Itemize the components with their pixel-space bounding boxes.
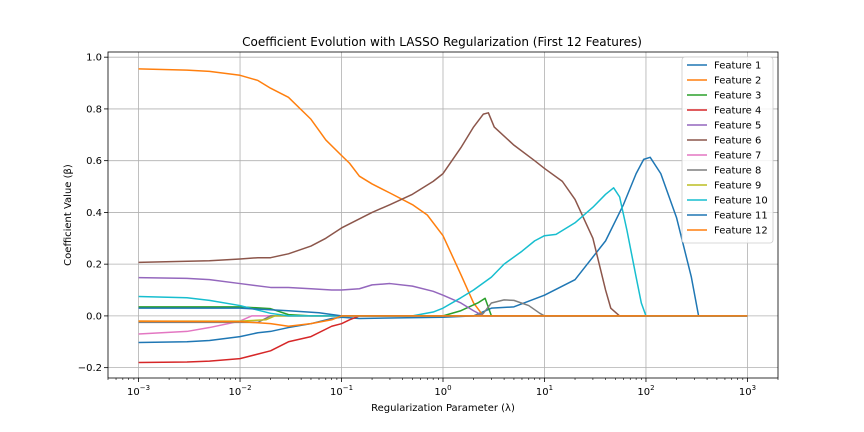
x-tick-label: 10−3: [127, 384, 150, 398]
legend-entry: Feature 7: [714, 151, 761, 162]
series-line-feature-4: [138, 315, 748, 364]
legend-entry: Feature 12: [714, 226, 768, 237]
series-line-feature-8: [138, 299, 748, 324]
chart-title: Coefficient Evolution with LASSO Regular…: [242, 35, 642, 49]
x-tick-exponent: −1: [343, 384, 353, 392]
series-line-feature-12: [138, 315, 748, 327]
x-tick-base: 10: [536, 387, 549, 398]
x-tick-exponent: 0: [447, 384, 451, 392]
y-tick-label: 1.0: [86, 53, 102, 64]
legend-entry: Feature 8: [714, 166, 761, 177]
x-tick-exponent: 2: [650, 384, 654, 392]
x-tick-label: 102: [637, 384, 654, 398]
legend-entry: Feature 11: [714, 211, 768, 222]
x-tick-label: 101: [536, 384, 553, 398]
x-tick-exponent: −2: [241, 384, 251, 392]
y-axis-label: Coefficient Value (β): [63, 164, 74, 266]
x-tick-exponent: 1: [549, 384, 553, 392]
series-line-feature-10: [138, 187, 748, 317]
plot-area: [138, 68, 748, 364]
y-axis-ticks: −0.2 0.0 0.2 0.4 0.6 0.8 1.0: [78, 53, 108, 374]
y-tick-label: 0.6: [86, 156, 102, 167]
y-tick-label: 0.8: [86, 104, 102, 115]
grid-lines: [108, 52, 778, 378]
legend-box: [681, 56, 774, 244]
series-line-feature-2: [138, 68, 748, 317]
legend-entry: Feature 4: [714, 106, 761, 117]
x-tick-base: 10: [637, 387, 650, 398]
x-tick-base: 10: [739, 387, 752, 398]
y-tick-label: −0.2: [78, 363, 102, 374]
series-line-feature-6: [138, 112, 748, 317]
legend-entry: Feature 2: [714, 76, 761, 87]
x-axis-ticks: 10−3 10−2 10−1 100 101 102 103: [107, 378, 779, 398]
legend-entry: Feature 1: [714, 61, 761, 72]
legend-entry: Feature 3: [714, 91, 761, 102]
x-tick-label: 10−2: [229, 384, 252, 398]
series-line-feature-5: [138, 276, 748, 317]
series-line-feature-1: [138, 156, 748, 344]
legend-entry: Feature 5: [714, 121, 761, 132]
y-tick-label: 0.0: [86, 311, 102, 322]
x-tick-label: 100: [434, 384, 451, 398]
legend-entry: Feature 9: [714, 181, 761, 192]
x-tick-base: 10: [330, 387, 343, 398]
legend-entry: Feature 10: [714, 196, 768, 207]
legend: Feature 1 Feature 2 Feature 3 Feature 4 Feat…: [681, 56, 774, 244]
legend-entry: Feature 6: [714, 136, 761, 147]
x-tick-base: 10: [127, 387, 140, 398]
x-tick-exponent: 3: [752, 384, 756, 392]
x-tick-label: 103: [739, 384, 756, 398]
x-tick-exponent: −3: [140, 384, 150, 392]
x-tick-base: 10: [434, 387, 447, 398]
x-tick-label: 10−1: [330, 384, 353, 398]
x-tick-base: 10: [229, 387, 242, 398]
x-axis-label: Regularization Parameter (λ): [371, 403, 515, 414]
y-tick-label: 0.4: [86, 208, 102, 219]
y-tick-label: 0.2: [86, 260, 102, 271]
